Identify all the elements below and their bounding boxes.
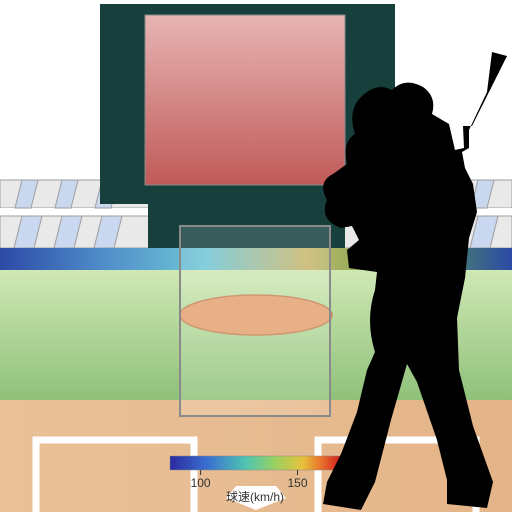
scoreboard-screen — [145, 15, 345, 185]
speed-legend-bar — [170, 456, 340, 470]
legend-tick-label: 100 — [191, 476, 211, 490]
pitch-diagram: 100 150球速(km/h) — [0, 0, 512, 512]
strike-zone — [180, 226, 330, 416]
legend-tick-label: 150 — [287, 476, 307, 490]
legend-label: 球速(km/h) — [226, 490, 284, 504]
